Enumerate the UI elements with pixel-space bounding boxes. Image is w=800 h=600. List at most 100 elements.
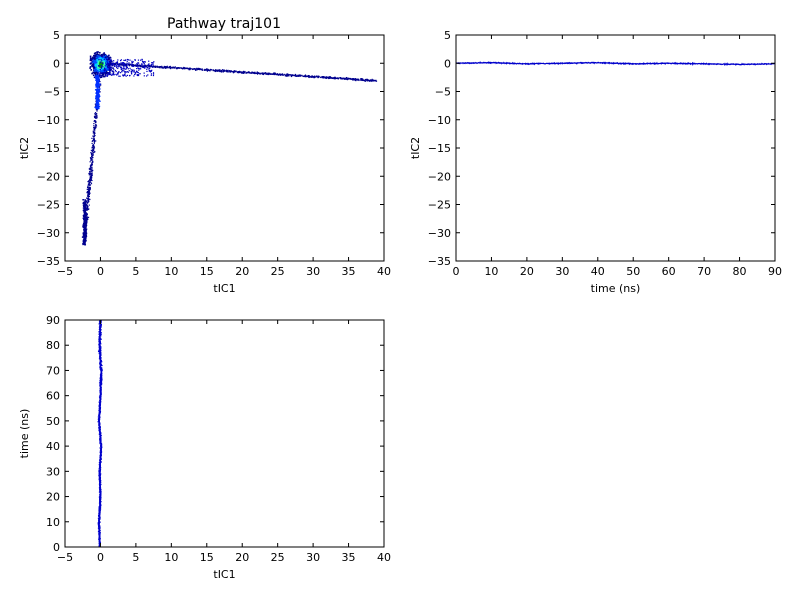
scatter-point (102, 70, 105, 73)
scatter-point (273, 72, 275, 74)
scatter-point (123, 59, 125, 61)
scatter-point (350, 78, 352, 80)
scatter-point (105, 72, 108, 74)
scatter-point (98, 53, 100, 56)
scatter-point (85, 200, 88, 202)
scatter-point (112, 67, 114, 69)
scatter-point (83, 206, 86, 208)
scatter-point (279, 73, 281, 76)
scatter-point (234, 71, 236, 73)
scatter-point (84, 239, 86, 241)
scatter-point (84, 242, 86, 244)
scatter-point (91, 162, 93, 165)
scatter-point (136, 71, 139, 73)
scatter-point (89, 184, 91, 186)
scatter-point (99, 80, 101, 83)
scatter-point (90, 152, 93, 154)
scatter-point (303, 75, 305, 77)
scatter-point (335, 77, 338, 80)
scatter-point (109, 70, 111, 72)
scatter-point (201, 69, 203, 71)
scatter-point (84, 209, 87, 211)
scatter-point (97, 94, 99, 96)
scatter-point (286, 75, 288, 77)
scatter-point (131, 65, 133, 67)
scatter-point (147, 67, 149, 69)
scatter-point (345, 76, 348, 79)
scatter-point (96, 73, 98, 75)
scatter-point (121, 63, 124, 65)
scatter-point (340, 78, 342, 80)
scatter-point (93, 138, 95, 140)
scatter-point (103, 75, 106, 78)
scatter-point (94, 77, 97, 79)
scatter-point (311, 76, 313, 78)
scatter-point (96, 93, 99, 96)
scatter-point (107, 66, 110, 69)
scatter-point (100, 76, 103, 79)
scatter-point (98, 332, 101, 335)
scatter-point (97, 99, 99, 101)
scatter-point (292, 74, 294, 76)
scatter-point (98, 478, 100, 480)
scatter-point (232, 72, 235, 74)
scatter-point (104, 56, 107, 58)
y-tick-label: 70 (46, 364, 60, 377)
scatter-point (105, 59, 108, 61)
scatter-point (146, 66, 148, 68)
scatter-point (152, 63, 154, 65)
scatter-point (362, 78, 364, 80)
scatter-point (198, 68, 200, 70)
scatter-point (93, 145, 95, 147)
scatter-point (153, 61, 155, 63)
scatter-point (216, 70, 218, 72)
scatter-point (136, 63, 138, 65)
y-tick-label: 0 (53, 57, 60, 70)
y-tick-label: −5 (435, 86, 451, 99)
scatter-point (154, 65, 157, 67)
scatter-point (139, 68, 141, 70)
scatter-point (94, 103, 96, 105)
scatter-point (132, 61, 134, 63)
scatter-point (86, 190, 89, 193)
scatter-point (83, 201, 86, 203)
scatter-point (108, 63, 111, 66)
scatter-point (127, 68, 129, 70)
scatter-point (85, 229, 87, 231)
scatter-point (172, 66, 174, 69)
scatter-point (94, 121, 97, 124)
scatter-point (86, 197, 88, 199)
scatter-point (318, 76, 320, 78)
scatter-point (120, 59, 122, 61)
scatter-point (226, 70, 228, 72)
scatter-point (85, 205, 88, 207)
scatter-point (95, 77, 98, 79)
scatter-point (301, 74, 303, 77)
scatter-point (109, 56, 112, 59)
scatter-point (260, 73, 262, 75)
scatter-point (122, 61, 124, 64)
scatter-point (83, 224, 85, 226)
scatter-point (344, 78, 346, 80)
scatter-point (170, 67, 172, 70)
scatter-point (373, 79, 375, 81)
scatter-point (97, 84, 99, 87)
scatter-point (198, 68, 200, 70)
scatter-point (100, 432, 102, 434)
scatter-point (90, 167, 92, 169)
scatter-point (290, 75, 293, 77)
x-axis-label: tIC1 (213, 282, 235, 295)
scatter-point (235, 70, 237, 72)
scatter-point (334, 77, 336, 79)
scatter-point (127, 64, 129, 66)
scatter-point (89, 67, 91, 69)
scatter-point (87, 196, 89, 198)
scatter-point (168, 67, 170, 69)
scatter-point (304, 75, 306, 77)
scatter-point (89, 161, 91, 163)
scatter-point (106, 67, 109, 70)
scatter-point (87, 187, 90, 189)
scatter-point (95, 67, 97, 70)
scatter-point (145, 66, 147, 68)
scatter-point (98, 90, 100, 92)
